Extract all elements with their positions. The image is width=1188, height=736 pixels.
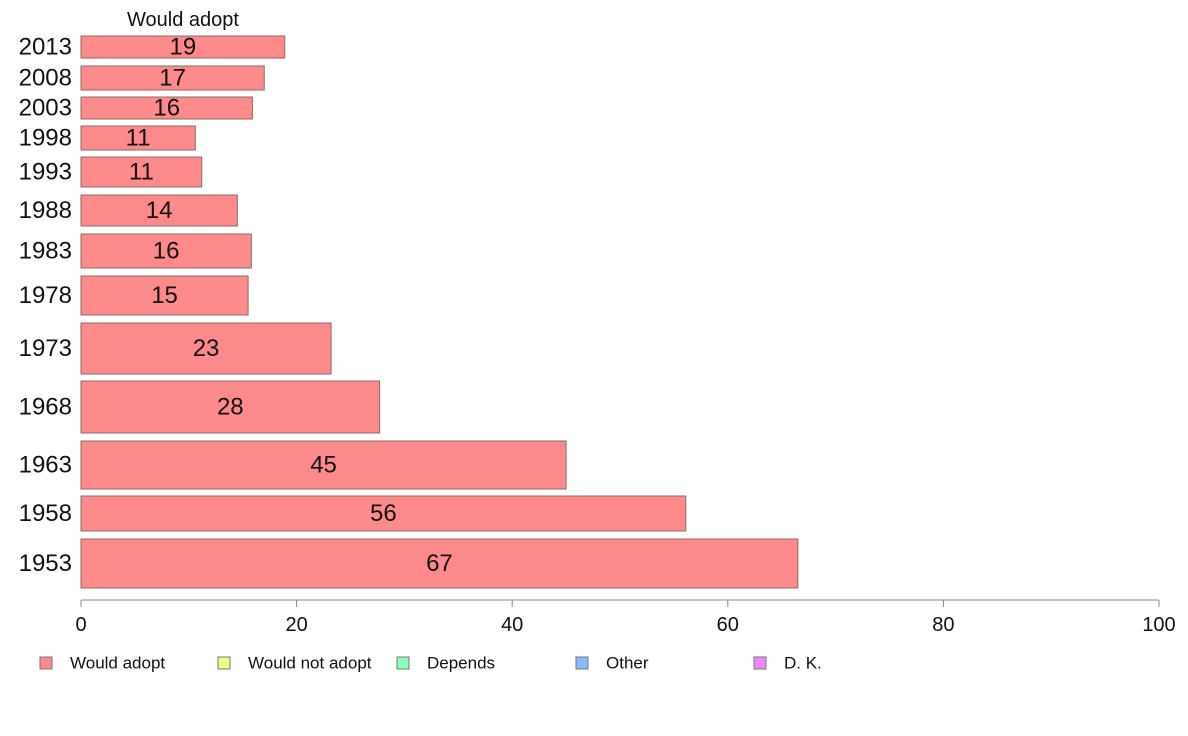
data-label-1983: 16 xyxy=(153,238,180,265)
legend-swatch-other xyxy=(575,656,589,670)
category-label-1968: 1968 xyxy=(19,394,72,421)
category-label-1998: 1998 xyxy=(19,125,72,152)
bar-1968 xyxy=(80,380,381,434)
bar-1993 xyxy=(80,156,203,188)
bar-2003 xyxy=(80,96,253,120)
x-tick-label-40: 40 xyxy=(501,614,523,636)
legend-swatch-d-k xyxy=(753,656,767,670)
legend-label-depends: Depends xyxy=(427,654,495,673)
x-tick-label-100: 100 xyxy=(1142,614,1175,636)
data-label-1958: 56 xyxy=(370,500,397,527)
bar-1983 xyxy=(80,233,252,269)
data-label-2008: 17 xyxy=(159,65,186,92)
legend-swatch-would-adopt xyxy=(39,656,53,670)
category-label-1983: 1983 xyxy=(19,238,72,265)
legend-swatch-would-not-adopt xyxy=(217,656,231,670)
bar-1958 xyxy=(80,495,687,532)
data-label-1953: 67 xyxy=(426,550,453,577)
data-label-1993: 11 xyxy=(129,159,154,186)
category-label-2013: 2013 xyxy=(19,34,72,61)
legend-label-would-adopt: Would adopt xyxy=(70,654,165,673)
data-label-1988: 14 xyxy=(146,197,173,224)
x-tick-label-0: 0 xyxy=(75,614,86,636)
bar-1978 xyxy=(80,275,249,316)
bar-2013 xyxy=(80,35,286,59)
category-label-1988: 1988 xyxy=(19,197,72,224)
bar-1953 xyxy=(80,538,799,589)
category-label-1973: 1973 xyxy=(19,335,72,362)
legend: Would adopt Would not adopt Depends Other D.… xyxy=(39,654,822,673)
x-axis: 0 20 40 60 80 100 xyxy=(75,599,1176,636)
bar-2008 xyxy=(80,65,265,91)
category-label-1953: 1953 xyxy=(19,550,72,577)
category-label-1993: 1993 xyxy=(19,159,72,186)
data-label-2013: 19 xyxy=(170,34,197,61)
data-label-1998: 11 xyxy=(126,125,151,152)
legend-label-would-not-adopt: Would not adopt xyxy=(248,654,372,673)
category-label-1963: 1963 xyxy=(19,452,72,479)
data-label-1963: 45 xyxy=(310,452,337,479)
bar-1963 xyxy=(80,440,567,490)
bars-group: 2013 19 2008 17 2003 16 1998 11 1993 11 1988 14 1983… xyxy=(19,34,799,589)
data-label-1978: 15 xyxy=(151,282,178,309)
bar-1973 xyxy=(80,322,332,375)
category-label-1958: 1958 xyxy=(19,500,72,527)
bar-1988 xyxy=(80,194,238,227)
legend-label-other: Other xyxy=(606,654,649,673)
legend-label-d-k: D. K. xyxy=(784,654,822,673)
x-tick-label-60: 60 xyxy=(717,614,739,636)
series-title: Would adopt xyxy=(127,9,239,31)
x-tick-label-80: 80 xyxy=(932,614,954,636)
category-label-1978: 1978 xyxy=(19,282,72,309)
bar-1998 xyxy=(80,125,196,151)
category-label-2003: 2003 xyxy=(19,95,72,122)
data-label-1973: 23 xyxy=(193,335,220,362)
category-label-2008: 2008 xyxy=(19,65,72,92)
x-tick-label-20: 20 xyxy=(285,614,307,636)
legend-swatch-depends xyxy=(396,656,410,670)
data-label-2003: 16 xyxy=(153,95,180,122)
data-label-1968: 28 xyxy=(217,394,244,421)
